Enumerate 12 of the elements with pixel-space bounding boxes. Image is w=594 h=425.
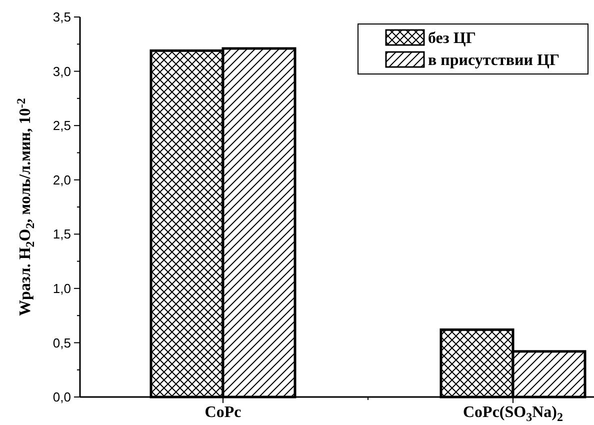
legend-label: в присутствии ЦГ <box>428 52 560 69</box>
y-tick-label: 1,0 <box>52 280 71 296</box>
legend-label: без ЦГ <box>428 30 476 47</box>
y-tick-label: 0,5 <box>52 335 71 350</box>
y-tick-label: 2,0 <box>52 172 71 188</box>
y-tick-label: 2,5 <box>52 118 71 134</box>
x-tick-label: CoPc(SO$_{3}$Na)$_{2}$ <box>463 404 563 424</box>
x-tick-label: CoPc <box>204 404 242 421</box>
y-tick-label: 3,5 <box>52 10 71 25</box>
y-tick-label: 0,0 <box>52 390 71 405</box>
y-tick-label: 1,5 <box>52 226 71 242</box>
y-tick-label: 3,0 <box>52 64 71 79</box>
